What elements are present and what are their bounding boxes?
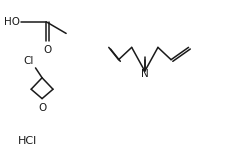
Text: N: N	[140, 69, 148, 79]
Text: O: O	[38, 103, 46, 113]
Text: HCl: HCl	[18, 136, 37, 146]
Text: O: O	[43, 45, 52, 55]
Text: Cl: Cl	[23, 56, 33, 66]
Text: HO: HO	[4, 17, 20, 27]
